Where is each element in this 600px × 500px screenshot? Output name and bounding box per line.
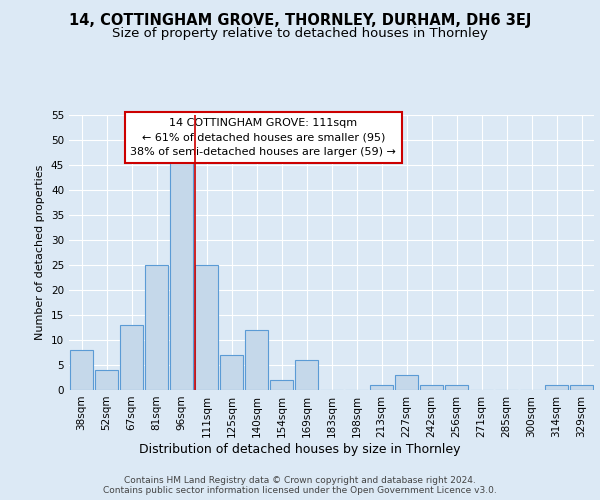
Bar (194, 265, 218, 390)
Bar (269, 380, 293, 390)
Bar (245, 330, 268, 390)
Bar (445, 385, 469, 390)
Bar (70, 350, 94, 390)
Y-axis label: Number of detached properties: Number of detached properties (35, 165, 46, 340)
Bar (395, 375, 418, 390)
Text: 14, COTTINGHAM GROVE, THORNLEY, DURHAM, DH6 3EJ: 14, COTTINGHAM GROVE, THORNLEY, DURHAM, … (69, 12, 531, 28)
Bar (145, 265, 169, 390)
Text: Distribution of detached houses by size in Thornley: Distribution of detached houses by size … (139, 442, 461, 456)
Text: Contains HM Land Registry data © Crown copyright and database right 2024.
Contai: Contains HM Land Registry data © Crown c… (103, 476, 497, 495)
Bar (370, 385, 394, 390)
Bar (220, 355, 244, 390)
Text: 14 COTTINGHAM GROVE: 111sqm
← 61% of detached houses are smaller (95)
38% of sem: 14 COTTINGHAM GROVE: 111sqm ← 61% of det… (130, 118, 396, 158)
Bar (119, 325, 143, 390)
Bar (545, 385, 568, 390)
Bar (170, 160, 193, 390)
Bar (569, 385, 593, 390)
Text: Size of property relative to detached houses in Thornley: Size of property relative to detached ho… (112, 28, 488, 40)
Bar (295, 360, 319, 390)
Bar (419, 385, 443, 390)
Bar (95, 370, 118, 390)
